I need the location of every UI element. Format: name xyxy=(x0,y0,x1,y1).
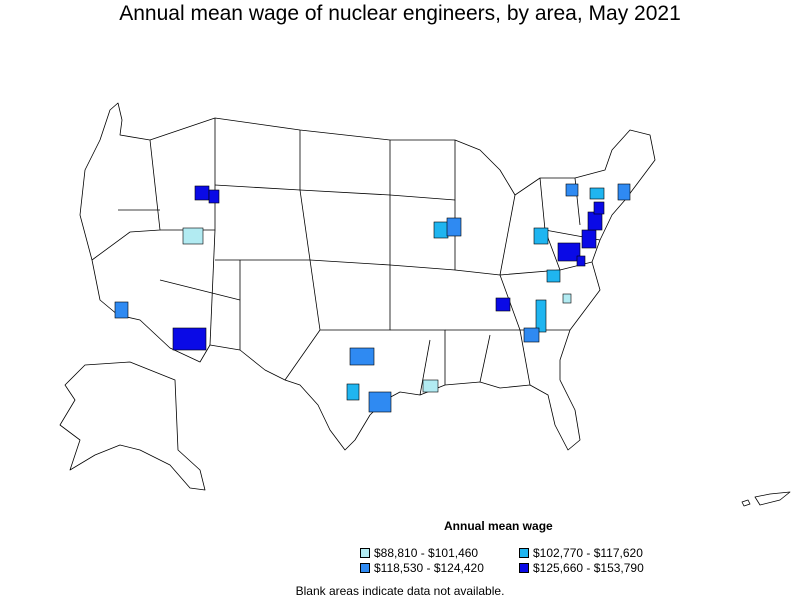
map-title: Annual mean wage of nuclear engineers, b… xyxy=(119,2,681,25)
areas-range-1 xyxy=(182,227,572,393)
legend-label-range-3: $118,530 - $124,420 xyxy=(374,561,484,575)
areas-range-3 xyxy=(114,183,631,413)
alaska-outline xyxy=(59,361,206,491)
legend-swatch-range-4 xyxy=(519,563,529,573)
hawaii-island xyxy=(754,491,791,506)
legend-label-range-4: $125,660 - $153,790 xyxy=(533,561,644,575)
legend-swatch-range-3 xyxy=(360,563,370,573)
areas-range-4 xyxy=(172,185,605,351)
legend-swatch-range-1 xyxy=(360,548,370,558)
legend-label-range-2: $102,770 - $117,620 xyxy=(533,546,643,560)
legend-item-range-1: $88,810 - $101,460 xyxy=(360,546,478,560)
legend-title: Annual mean wage xyxy=(444,519,553,533)
legend-item-range-2: $102,770 - $117,620 xyxy=(519,546,643,560)
legend-item-range-3: $118,530 - $124,420 xyxy=(360,561,484,575)
blank-areas-note: Blank areas indicate data not available. xyxy=(295,584,505,598)
legend-swatch-range-2 xyxy=(519,548,529,558)
legend-item-range-4: $125,660 - $153,790 xyxy=(519,561,644,575)
legend-label-range-1: $88,810 - $101,460 xyxy=(374,546,479,560)
